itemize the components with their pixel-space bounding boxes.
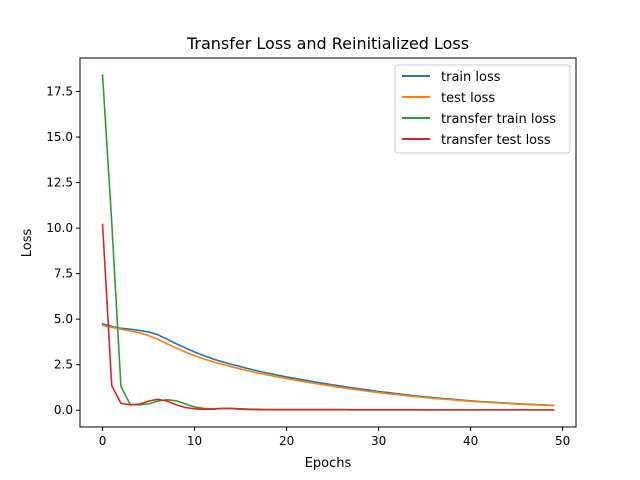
x-tick-label: 40 <box>463 434 478 448</box>
y-axis-label: Loss <box>20 229 35 258</box>
y-axis-ticks: 0.0 2.5 5.0 7.5 10.0 12.5 15.0 17.5 <box>46 85 80 417</box>
legend-label: train loss <box>441 70 501 85</box>
chart-title: Transfer Loss and Reinitialized Loss <box>186 34 469 53</box>
legend-label: transfer train loss <box>441 112 556 127</box>
y-tick-label: 15.0 <box>46 130 73 144</box>
y-tick-label: 12.5 <box>46 176 73 190</box>
legend-label: test loss <box>441 91 495 106</box>
axes-frame <box>79 57 577 428</box>
y-tick-label: 7.5 <box>54 267 73 281</box>
legend: train loss test loss transfer train loss tr… <box>394 64 571 154</box>
x-tick-label: 50 <box>555 434 570 448</box>
x-tick-label: 10 <box>187 434 202 448</box>
x-tick-label: 30 <box>371 434 386 448</box>
series-layer <box>101 74 555 411</box>
y-tick-label: 5.0 <box>54 312 73 326</box>
series-line-transfer-test-loss <box>101 223 555 411</box>
y-tick-label: 0.0 <box>54 403 73 417</box>
x-tick-label: 20 <box>279 434 294 448</box>
x-axis-ticks: 0 10 20 30 40 50 <box>99 427 570 448</box>
y-tick-label: 10.0 <box>46 221 73 235</box>
y-tick-label: 17.5 <box>46 85 73 99</box>
x-axis-label: Epochs <box>305 456 352 471</box>
legend-box <box>394 64 571 154</box>
legend-label: transfer test loss <box>441 133 551 148</box>
y-tick-label: 2.5 <box>54 358 73 372</box>
series-line-test-loss <box>101 324 555 407</box>
x-tick-label: 0 <box>99 434 107 448</box>
